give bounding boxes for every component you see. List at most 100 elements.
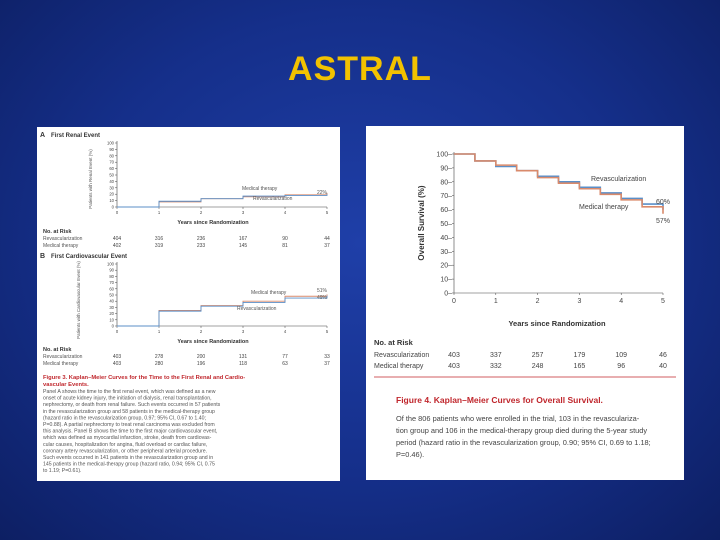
risk-value: 109 [615,352,627,359]
panel-a-lines [117,192,328,208]
risk-value: 96 [617,363,625,370]
panel-b-lines [117,294,328,327]
panel-b-title: First Cardiovascular Event [51,254,127,260]
risk-value: 40 [659,363,667,370]
panel-a-title: First Renal Event [51,133,100,139]
survival-medical-label: Medical therapy [579,204,629,211]
panel-b-risk-values: 403 278 200 131 77 33 403 280 196 118 63 37 [113,354,330,367]
survival-risk-row-label: Revascularization [374,352,429,359]
y-tick-label: 30 [109,185,114,190]
y-tick-label: 80 [109,274,114,279]
risk-value: 63 [282,361,288,367]
panel-a-risk-title: No. at Risk [43,229,72,235]
x-tick-label: 0 [452,298,456,305]
figure-4-caption-body: Of the 806 patients who were enrolled in… [396,414,651,459]
y-tick-label: 60 [109,166,114,171]
panel-a-risk-row-label: Revascularization [43,236,83,242]
risk-value: 236 [197,236,206,242]
series-line-medical-therapy [454,153,664,214]
survival-ylabel: Overall Survival (%) [417,185,426,260]
caption-line: tion group and 106 in the medical-therap… [396,426,647,435]
panel-b-xlabel: Years since Randomization [177,339,249,345]
y-tick-label: 10– [440,277,452,284]
risk-value: 403 [113,361,122,367]
risk-value: 248 [532,363,544,370]
panel-b-end-label-medical: 51% [317,288,328,294]
y-tick-label: 0– [444,290,452,297]
y-tick-label: 10 [109,198,114,203]
panel-b-risk-row-label: Medical therapy [43,361,79,367]
survival-risk-values: 403 337 257 179 109 46 403 332 248 165 96 40 [448,352,667,370]
risk-value: 44 [324,236,330,242]
panel-a-xlabel: Years since Randomization [177,220,249,226]
risk-value: 257 [532,352,544,359]
risk-value: 145 [239,243,248,249]
y-tick-label: 0 [112,204,115,209]
x-tick-label: 0 [116,210,119,215]
slide-title: ASTRAL [288,50,432,88]
y-tick-label: 100 [107,140,115,145]
figure-4-caption-title: Figure 4. Kaplan–Meier Curves for Overal… [396,395,603,405]
x-tick-label: 1 [158,329,161,334]
panel-a-end-label: 22% [317,190,328,196]
y-tick-label: 40 [109,299,114,304]
y-tick-label: 70 [109,160,114,165]
panel-a-risk-row-label: Medical therapy [43,243,79,249]
caption-line: P=0.88). A partial nephrectomy to treat … [43,422,215,428]
y-tick-label: 20 [109,311,114,316]
x-tick-label: 5 [326,329,329,334]
x-tick-label: 4 [619,298,623,305]
figure-3-caption-body: Panel A shows the time to the first rena… [43,389,221,474]
y-tick-label: 60 [109,286,114,291]
caption-line: in the revascularization group and 58 pa… [43,409,215,415]
panel-b-risk-row-label: Revascularization [43,354,83,360]
panel-a-label: A [40,132,45,139]
survival-end-label-revasc: 60% [656,199,670,206]
y-tick-label: 20– [440,263,452,270]
risk-value: 233 [197,243,206,249]
risk-value: 332 [490,363,502,370]
y-tick-label: 0 [112,323,115,328]
survival-axes: 0– 10– 20– 30– 40– 50– 60– 70– 80– 90– 100– 0 1 2 3 4 5 [436,151,665,305]
y-tick-label: 40– [440,235,452,242]
caption-line: to 1.19; P=0.61). [43,468,82,474]
risk-value: 77 [282,354,288,360]
panel-b-end-label-revasc: 49% [317,295,328,301]
y-tick-label: 50– [440,221,452,228]
panel-a-medical-label: Medical therapy [242,186,278,192]
risk-value: 118 [239,361,247,367]
y-tick-label: 90 [109,147,114,152]
x-tick-label: 4 [284,210,287,215]
series-line-medical-therapy [117,294,328,327]
caption-line: Such events occurred in 141 patients in … [43,455,213,461]
survival-risk-row-label: Medical therapy [374,363,424,370]
figure-4-panel: Overall Survival (%) 0– 10– 20– 30– 40– 50– 60… [366,126,684,480]
x-tick-label: 1 [158,210,161,215]
x-tick-label: 3 [242,329,245,334]
caption-line: P=0.46). [396,450,424,459]
caption-line: Of the 806 patients who were enrolled in… [396,414,640,423]
figure-3-caption-title-line2: vascular Events. [43,382,89,388]
figure-4-svg: Overall Survival (%) 0– 10– 20– 30– 40– 50– 60… [374,151,676,459]
y-tick-label: 70 [109,280,114,285]
figure-3-caption-title: Figure 3. Kaplan–Meier Curves for the Ti… [43,375,247,388]
panel-a-risk-values: 404 316 236 167 90 44 402 319 233 145 81 37 [113,236,330,249]
caption-line: coronary artery revascularization, or ot… [43,448,207,454]
risk-value: 280 [155,361,164,367]
x-tick-label: 2 [200,210,203,215]
y-tick-label: 40 [109,179,114,184]
risk-value: 403 [448,363,460,370]
caption-line: Panel A shows the time to the first rena… [43,389,216,395]
panel-b-label: B [40,253,45,260]
x-tick-label: 1 [494,298,498,305]
x-tick-label: 2 [200,329,203,334]
risk-value: 196 [197,361,206,367]
figure-3-svg: A First Renal Event Patients with Renal … [40,132,330,474]
y-tick-label: 70– [440,193,452,200]
risk-value: 337 [490,352,502,359]
risk-value: 402 [113,243,122,249]
survival-xlabel: Years since Randomization [508,319,606,328]
risk-value: 165 [574,363,586,370]
